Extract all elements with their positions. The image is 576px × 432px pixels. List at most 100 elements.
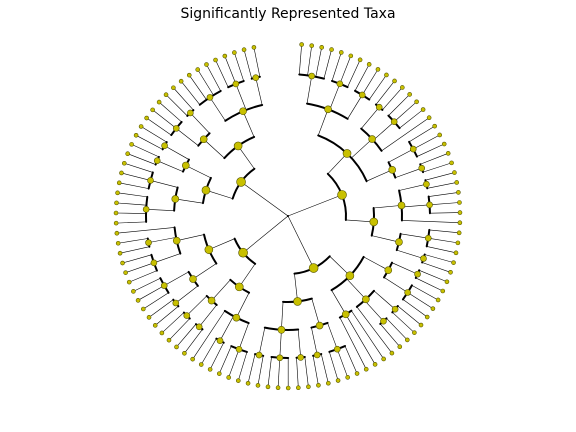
tree-branch-13 (329, 83, 341, 110)
taxon-leaf-node-135 (119, 170, 124, 176)
tree-branch-208 (237, 145, 255, 169)
taxon-leaf-node-37 (457, 210, 463, 215)
taxon-leaf-node-93 (235, 378, 241, 383)
tree-branch-185 (175, 198, 204, 204)
taxon-node-153 (187, 109, 194, 117)
taxon-node-121 (150, 259, 158, 267)
taxon-node-144 (161, 142, 168, 150)
taxon-leaf-node-130 (113, 210, 119, 216)
tree-branch-198 (185, 165, 212, 179)
tree-branch-146 (211, 279, 231, 301)
tree-branch-85 (402, 299, 428, 318)
taxon-node-109 (234, 282, 244, 292)
taxon-leaf-node-21 (426, 115, 432, 120)
taxon-node-96 (235, 345, 243, 353)
taxon-node-57 (404, 289, 411, 296)
taxon-leaf-node-84 (275, 385, 281, 391)
taxon-node-79 (315, 321, 324, 330)
tree-branch-231 (215, 59, 229, 88)
taxon-leaf-node-80 (306, 384, 311, 390)
taxon-node-26 (409, 145, 417, 153)
taxon-node-99 (216, 337, 224, 344)
taxon-node-58 (384, 266, 393, 274)
tree-branch-114 (312, 355, 319, 386)
tree-branch-223 (209, 97, 226, 121)
tree-branch-104 (311, 298, 320, 326)
taxon-node-133 (142, 206, 150, 213)
taxon-node-124 (145, 239, 152, 246)
tree-branch-15 (331, 52, 342, 82)
tree-branch-139 (228, 349, 240, 378)
taxon-leaf-node-160 (213, 57, 218, 63)
taxon-node-141 (153, 157, 161, 164)
taxon-node-47 (420, 255, 427, 262)
taxon-leaf-node-139 (125, 151, 130, 156)
taxon-leaf-node-32 (452, 170, 457, 175)
taxon-node-48 (395, 238, 403, 246)
taxon-leaf-node-2 (319, 45, 324, 50)
tree-branch-168 (133, 277, 161, 292)
taxon-leaf-node-27 (445, 151, 451, 156)
tree-branch-95 (380, 323, 401, 347)
taxon-leaf-node-36 (457, 200, 462, 205)
taxon-leaf-node-97 (207, 367, 213, 372)
taxon-leaf-node-94 (226, 375, 231, 380)
taxon-leaf-node-95 (216, 371, 222, 376)
taxon-leaf-node-134 (116, 180, 122, 186)
tree-branch-207 (140, 126, 167, 143)
tree-branch-90 (397, 305, 422, 326)
tree-branch-229 (235, 83, 247, 111)
taxon-node-75 (333, 345, 341, 353)
taxon-node-101 (232, 313, 241, 322)
tree-branch-69 (424, 254, 454, 263)
taxon-node-30 (388, 166, 397, 174)
tree-branch-216 (158, 101, 182, 123)
taxon-leaf-node-103 (174, 344, 179, 350)
taxon-leaf-node-140 (129, 142, 134, 147)
taxon-leaf-node-33 (454, 180, 459, 185)
tree-branch-220 (173, 87, 194, 111)
tree-branch-32 (393, 101, 417, 122)
tree-branch-174 (125, 262, 155, 273)
tree-branch-219 (165, 94, 188, 117)
tree-branch-193 (150, 180, 178, 188)
taxon-leaf-node-51 (444, 279, 450, 285)
tree-branch-210 (203, 139, 225, 159)
tree-branch-204 (164, 145, 190, 160)
tree-branch-9 (298, 44, 302, 75)
tree-branch-178 (120, 246, 150, 254)
tree-branch-125 (267, 357, 272, 387)
tree-branch-79 (419, 270, 448, 283)
tree-branch-212 (176, 128, 199, 146)
tree-branch-67 (396, 249, 424, 259)
taxon-node-71 (345, 271, 355, 281)
tree-branch-57 (429, 202, 460, 206)
tree-root-node (287, 215, 289, 217)
taxon-leaf-node-119 (123, 270, 128, 275)
taxon-leaf-node-18 (414, 99, 419, 105)
tree-branch-10 (307, 45, 313, 76)
taxon-leaf-node-157 (195, 67, 201, 72)
tree-branch-155 (161, 312, 185, 334)
tree-branch-233 (234, 52, 244, 82)
taxon-node-64 (380, 317, 387, 325)
taxon-node-166 (252, 74, 260, 82)
taxon-leaf-node-11 (384, 72, 389, 78)
tree-branch-46 (345, 219, 374, 223)
tree-branch-80 (415, 277, 443, 292)
taxon-leaf-node-81 (296, 385, 301, 390)
tree-branch-200 (157, 160, 184, 172)
tree-branch-62 (400, 233, 429, 239)
tree-branch-234 (255, 77, 263, 106)
tree-branch-100 (345, 314, 376, 365)
tree-branch-12 (323, 49, 332, 79)
tree-branch-102 (294, 273, 298, 302)
tree-branch-138 (238, 351, 248, 381)
tree-branch-197 (124, 162, 153, 173)
tree-branch-58 (429, 212, 460, 214)
tree-branch-28 (382, 87, 403, 111)
taxon-leaf-node-68 (372, 362, 378, 367)
tree-branch-154 (168, 318, 190, 341)
taxon-leaf-node-74 (335, 378, 341, 383)
taxon-node-44 (424, 234, 432, 242)
